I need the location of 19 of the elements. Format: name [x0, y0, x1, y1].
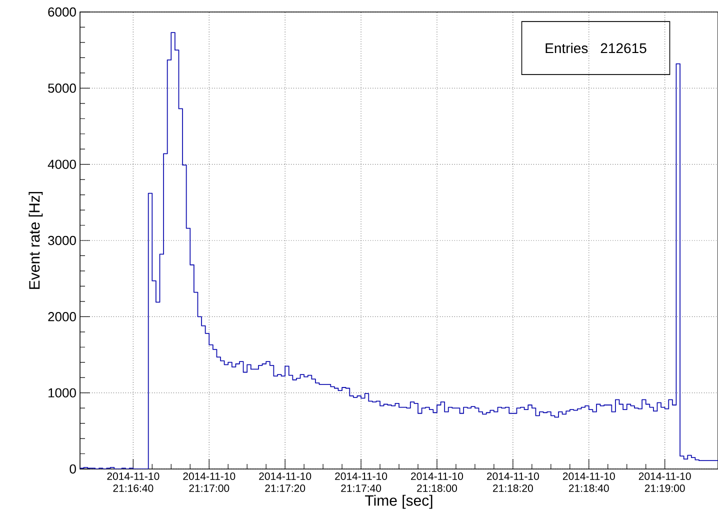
x-tick-label: 2014-11-10 21:17:20: [259, 472, 312, 492]
y-tick-label: 4000: [48, 160, 76, 169]
x-tick-label: 2014-11-10 21:18:00: [411, 472, 464, 492]
y-tick-label: 5000: [48, 84, 76, 93]
y-tick-label: 1000: [48, 388, 76, 398]
x-tick-label: 2014-11-10 21:18:40: [562, 472, 615, 492]
x-tick-label: 2014-11-10 21:19:00: [638, 472, 691, 492]
x-tick-label: 2014-11-10 21:17:00: [183, 472, 236, 492]
y-tick-label: 3000: [48, 236, 76, 246]
y-tick-label: 6000: [48, 7, 76, 17]
annotation: 212615: [600, 43, 646, 54]
x-tick-label: 2014-11-10 21:17:40: [335, 472, 388, 492]
y-tick-label: 0: [70, 464, 76, 474]
x-axis-title: Time [sec]: [365, 494, 432, 509]
annotation: Entries: [546, 42, 588, 54]
y-tick-label: 2000: [48, 312, 76, 322]
x-tick-label: 2014-11-10 21:16:40: [107, 472, 160, 492]
x-tick-label: 2014-11-10 21:18:20: [487, 472, 539, 492]
y-axis-title: Event rate [Hz]: [28, 192, 43, 289]
